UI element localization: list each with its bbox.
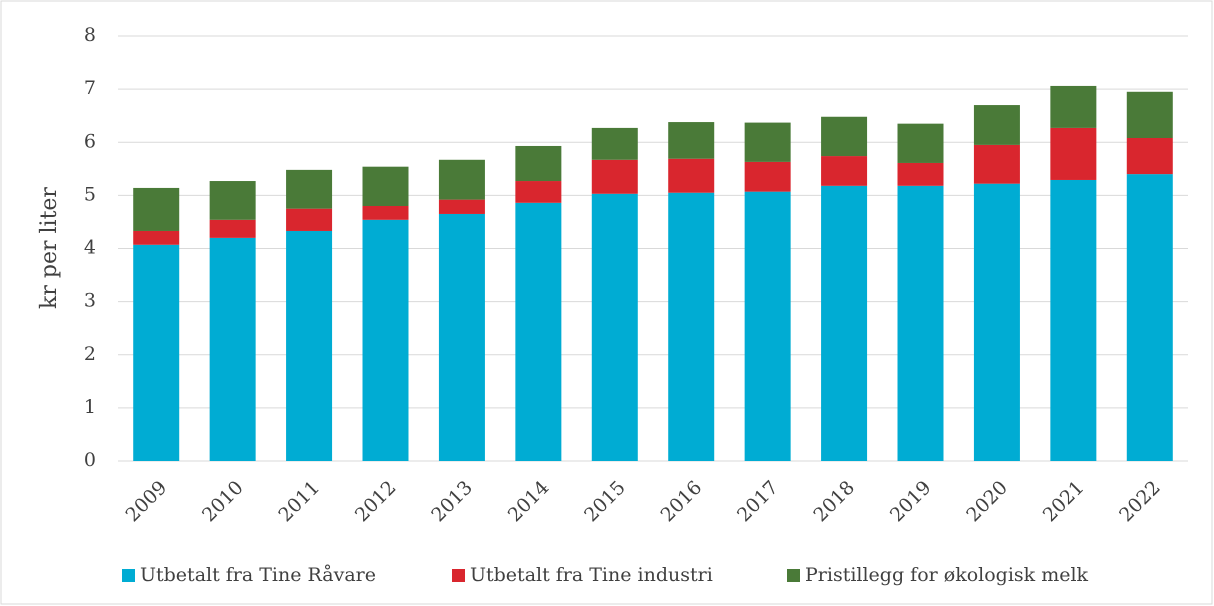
bar-segment [362,206,409,220]
y-axis-label: kr per liter [37,187,62,309]
bar-segment [209,181,256,220]
y-tick-label: 1 [84,396,96,418]
bar-segment [591,193,638,461]
bar-segment [1050,179,1097,461]
bar-segment [1050,127,1097,180]
y-tick-label: 4 [84,237,96,259]
bar-segment [515,181,562,203]
bar-segment [515,145,562,182]
bar-segment [438,199,485,214]
bar-segment [515,202,562,461]
bar-segment [897,123,944,163]
bar-segment [591,159,638,194]
bar-segment [821,116,868,157]
bar-segment [286,230,333,461]
bar-segment [821,156,868,186]
bar-segment [1126,174,1173,461]
bar-segment [591,127,638,160]
y-tick-label: 2 [84,343,96,365]
bar-segment [133,187,180,231]
bar-segment [1050,85,1097,128]
bar-segment [133,244,180,461]
y-tick-label: 5 [84,183,96,205]
legend-swatch [787,569,800,582]
bar-segment [1126,91,1173,138]
bar-segment [438,159,485,200]
bar-segment [286,208,333,231]
bar-segment [897,162,944,186]
bar-segment [744,122,791,162]
bar-segment [133,230,180,245]
legend-label: Utbetalt fra Tine Råvare [140,564,376,586]
y-tick-label: 3 [84,290,96,312]
legend-label: Utbetalt fra Tine industri [470,564,713,586]
bar-segment [286,169,333,209]
bar-segment [973,105,1020,145]
bar-segment [668,122,715,159]
legend-label: Pristillegg for økologisk melk [805,564,1089,586]
bar-segment [668,158,715,193]
legend-swatch [452,569,465,582]
bar-segment [973,144,1020,184]
bar-segment [209,237,256,461]
bar-segment [897,185,944,461]
bar-segment [438,213,485,461]
bar-segment [209,219,256,238]
bar-segment [362,219,409,461]
bar-segment [744,161,791,192]
bar-segment [362,166,409,206]
legend-swatch [122,569,135,582]
bar-segment [744,191,791,461]
bar-segment [668,192,715,461]
y-tick-label: 7 [84,77,96,99]
bar-segment [821,185,868,461]
y-tick-label: 0 [84,449,96,471]
bar-segment [1126,138,1173,175]
bar-segment [973,183,1020,461]
y-tick-label: 8 [84,24,96,46]
y-tick-label: 6 [84,130,96,152]
